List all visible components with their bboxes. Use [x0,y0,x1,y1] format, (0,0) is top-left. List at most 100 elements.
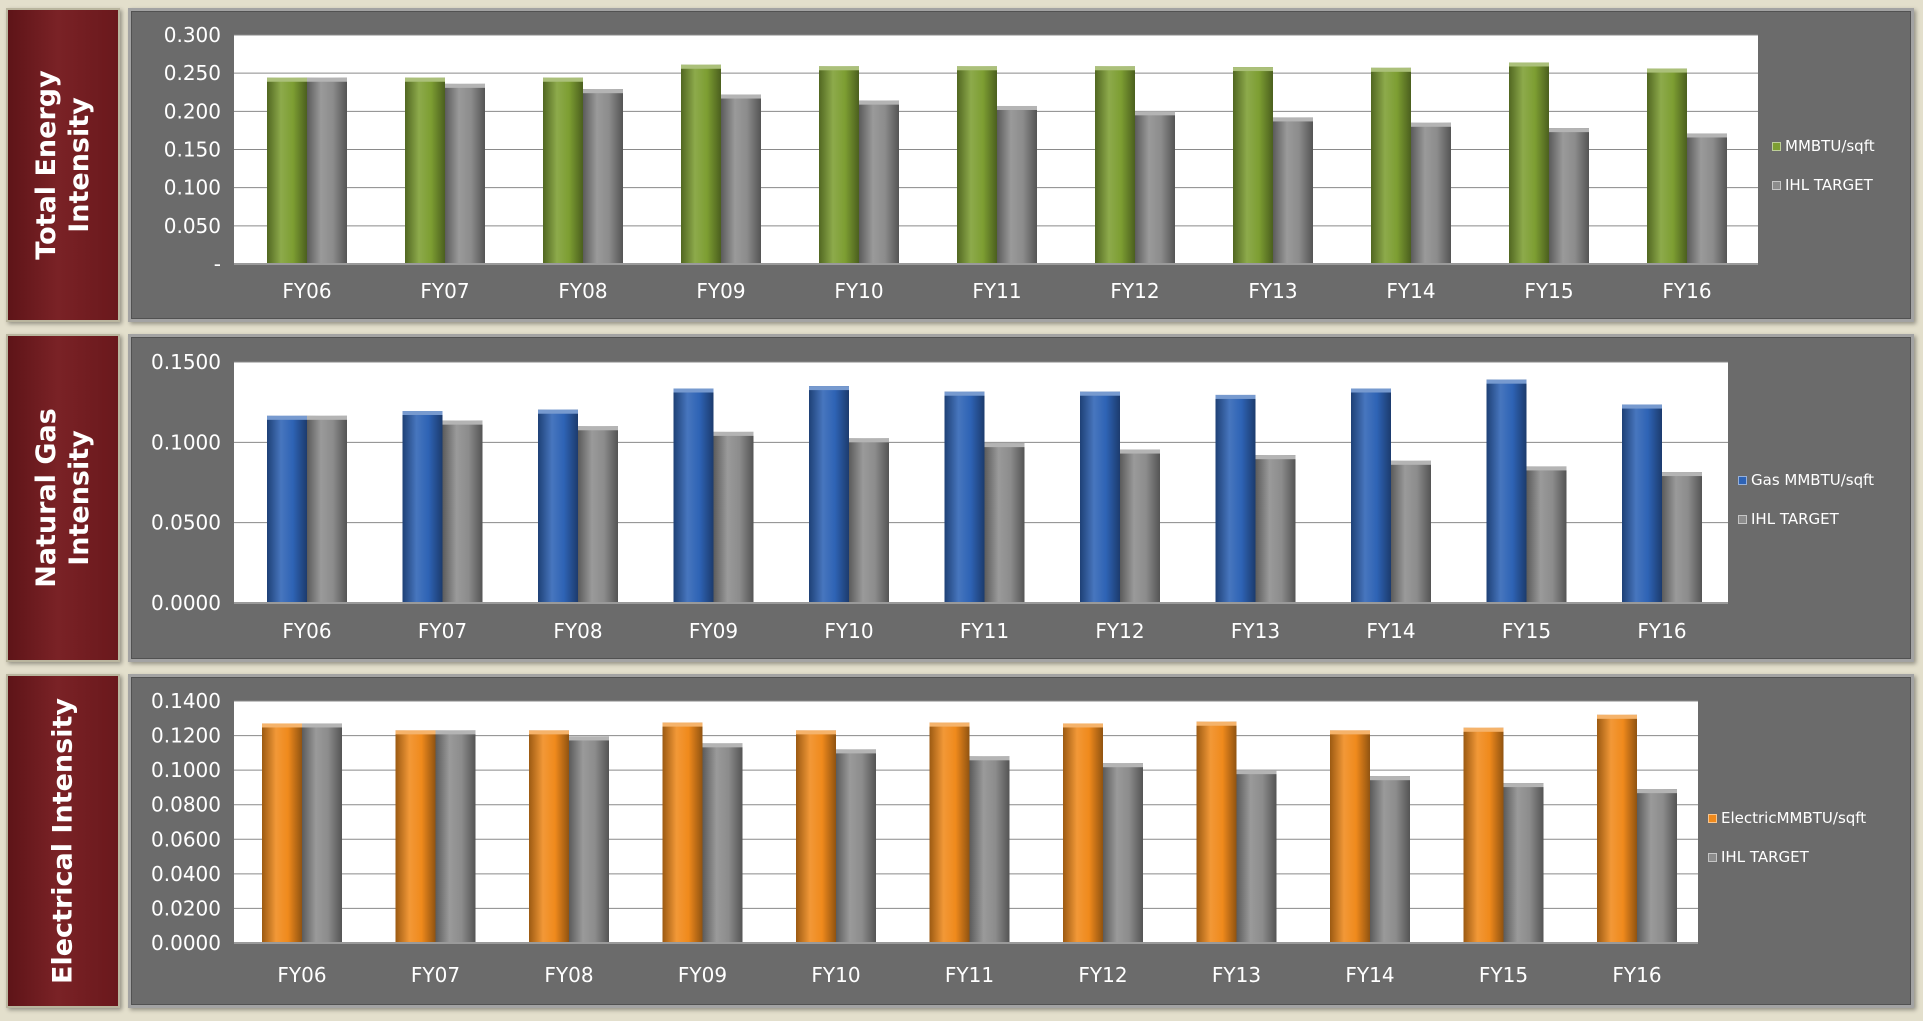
total-energy-row: Total Energy Intensity - 0.050 0.100 0.150 0… [6,8,1914,322]
bar-cap [944,391,985,396]
bar-cap [307,415,347,420]
bar-cap [267,77,307,82]
bar [1463,727,1504,943]
bar [1549,128,1589,264]
bar-cap [1503,783,1544,788]
bar [578,426,618,603]
bar-cap [1662,472,1702,477]
legend-item-electric-ihl-target: IHL TARGET [1708,846,1866,868]
bar [307,415,347,603]
bar [1120,449,1160,603]
bar-cap [435,730,476,735]
bar-cap [929,722,970,727]
x-tick-label: FY15 [1502,619,1551,643]
bar-cap [702,743,743,748]
x-tick-label: FY08 [553,619,602,643]
y-tick-label: 0.0600 [151,827,221,851]
bar-cap [1196,721,1237,726]
bar [1135,111,1175,264]
y-tick-label: 0.100 [164,176,221,200]
electrical-title: Electrical Intensity [47,698,80,984]
total-energy-title-line-2: Intensity [64,97,95,233]
bar [529,730,569,943]
legend-item-ihl-target: IHL TARGET [1772,174,1875,196]
legend-label-electric-mmbtu: ElectricMMBTU/sqft [1721,809,1867,827]
bar-cap [713,431,754,436]
bar-cap [957,66,997,71]
x-tick-label: FY10 [834,279,883,303]
y-tick-label: 0.0400 [151,862,221,886]
y-tick-label: 0.200 [164,99,221,123]
bar [1255,455,1296,603]
bar-cap [1687,133,1727,138]
x-tick-label: FY15 [1524,279,1573,303]
natural-gas-title-box: Natural Gas Intensity [6,334,120,662]
bar-cap [1647,68,1687,73]
bar-cap [1549,128,1589,133]
bar-cap [1509,62,1549,67]
bar-cap [262,723,302,728]
total-energy-title-box: Total Energy Intensity [6,8,120,322]
natural-gas-title-line-2: Intensity [64,430,95,566]
x-tick-label: FY09 [689,619,738,643]
bar [681,64,721,264]
bar [543,77,583,264]
bar [307,77,347,264]
bar-cap [543,77,583,82]
bar [929,722,970,943]
bar-cap [673,388,714,393]
bar-cap [578,426,618,431]
bar-cap [442,420,483,425]
bar-cap [1236,770,1277,775]
legend-label-gas-ihl-target: IHL TARGET [1751,510,1839,528]
electrical-title-box: Electrical Intensity [6,674,120,1008]
legend-item-mmbtu: MMBTU/sqft [1772,135,1875,157]
x-tick-label: FY08 [544,963,593,987]
bar [569,736,609,943]
x-tick-label: FY07 [411,963,460,987]
x-tick-label: FY13 [1231,619,1280,643]
y-tick-label: 0.0200 [151,896,221,920]
bar-cap [1622,404,1662,409]
total-energy-legend: MMBTU/sqft IHL TARGET [1772,135,1875,213]
x-tick-label: FY09 [678,963,727,987]
y-tick-label: 0.250 [164,61,221,85]
x-tick-label: FY16 [1612,963,1661,987]
bar-cap [1486,379,1527,384]
bar-cap [721,94,761,99]
legend-swatch-gas-mmbtu [1738,475,1747,485]
bar-cap [662,722,703,727]
bar [702,743,743,943]
bar [662,722,703,943]
y-tick-label: 0.300 [164,23,221,47]
bar-cap [538,409,578,414]
natural-gas-legend: Gas MMBTU/sqft IHL TARGET [1738,469,1874,547]
bar-cap [302,723,342,728]
x-tick-label: FY16 [1662,279,1711,303]
bar [796,730,836,943]
x-tick-label: FY12 [1095,619,1144,643]
legend-swatch-electric-ihl-target [1708,852,1717,862]
bar [1273,117,1313,264]
y-tick-label: 0.0500 [151,511,221,535]
bar-cap [969,756,1010,761]
bar [1662,472,1702,603]
bar [849,438,889,603]
y-tick-label: 0.1400 [151,689,221,713]
y-tick-label: 0.1000 [151,758,221,782]
bar-cap [1135,111,1175,116]
bar-cap [1371,67,1411,72]
bar [819,66,859,264]
bar-cap [1411,122,1451,127]
x-tick-label: FY10 [824,619,873,643]
x-tick-label: FY14 [1345,963,1394,987]
x-tick-label: FY11 [972,279,1021,303]
bar-cap [1215,394,1256,399]
bar [713,431,754,603]
bar-cap [1391,460,1431,465]
bar [1351,388,1391,603]
natural-gas-chart: 0.0000 0.0500 0.1000 0.1500 FY06 FY07 FY08 FY09… [151,350,1728,643]
bar-cap [997,105,1037,110]
x-tick-label: FY07 [420,279,469,303]
bar [445,83,485,264]
